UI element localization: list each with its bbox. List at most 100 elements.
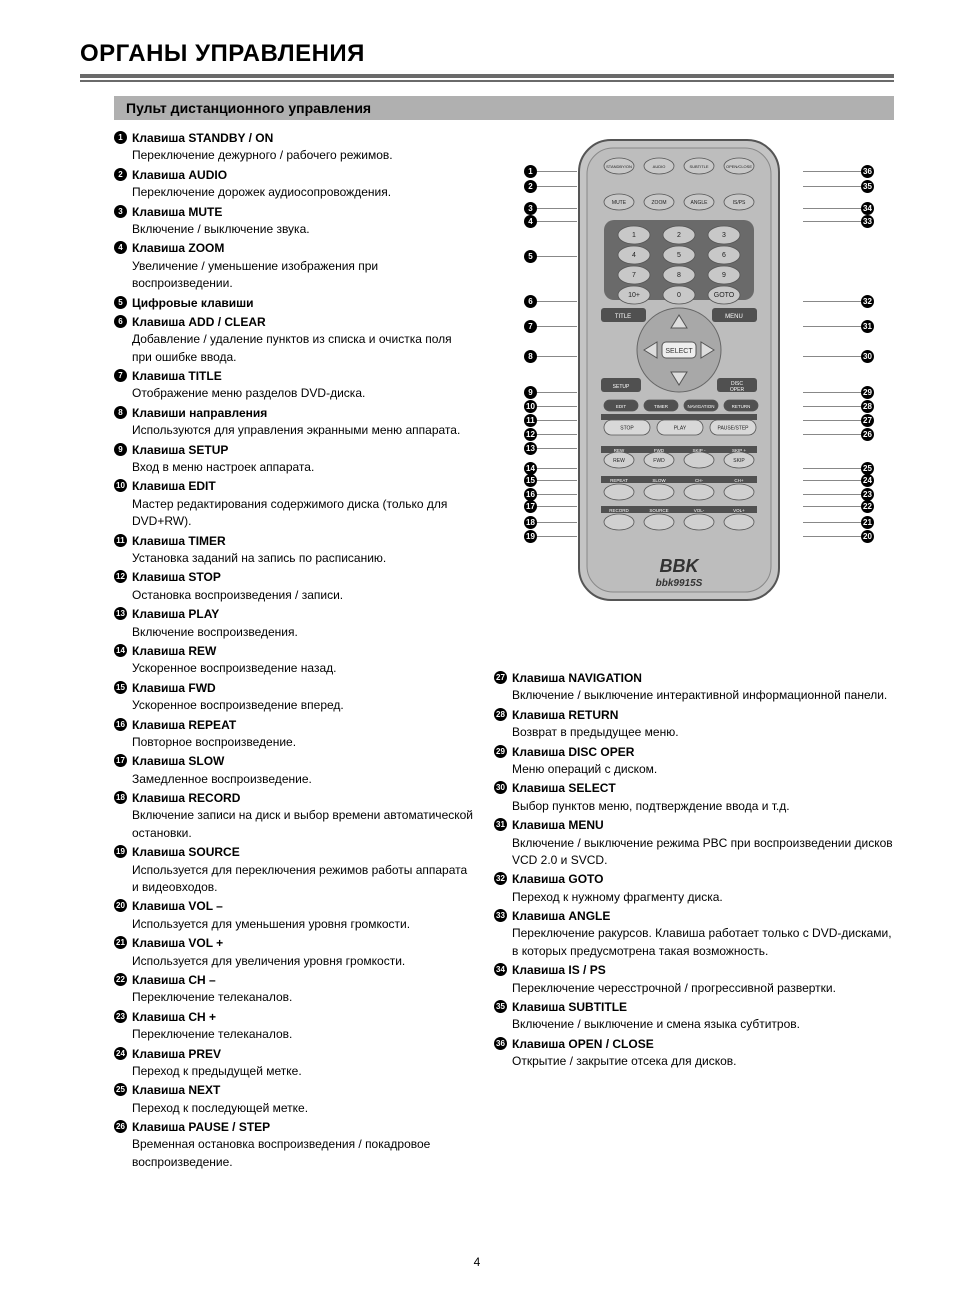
svg-text:2: 2 — [677, 232, 681, 239]
svg-text:FWD: FWD — [654, 448, 665, 453]
svg-text:STANDBY/ON: STANDBY/ON — [606, 164, 632, 169]
list-item: 4Клавиша ZOOMУвеличение / уменьшение изо… — [114, 240, 474, 292]
list-item: 28Клавиша RETURNВозврат в предыдущее мен… — [494, 707, 894, 742]
page-title: ОРГАНЫ УПРАВЛЕНИЯ — [80, 40, 894, 68]
list-item: 21Клавиша VOL +Используется для увеличен… — [114, 935, 474, 970]
bullet-icon: 1 — [114, 131, 127, 144]
list-item: 29Клавиша DISC OPERМеню операций с диско… — [494, 744, 894, 779]
callout-line — [537, 221, 577, 222]
list-item: 11Клавиша TIMERУстановка заданий на запи… — [114, 533, 474, 568]
item-desc: Включение / выключение режима PBC при во… — [512, 835, 894, 870]
item-title: Клавиша CH + — [132, 1010, 216, 1024]
svg-text:EDIT: EDIT — [616, 404, 627, 409]
item-title: Клавиша REPEAT — [132, 718, 236, 732]
item-desc: Переход к предыдущей метке. — [132, 1063, 474, 1080]
svg-text:RECORD: RECORD — [609, 508, 629, 513]
callout-bullet: 29 — [861, 386, 874, 399]
item-desc: Используется для переключения режимов ра… — [132, 862, 474, 897]
svg-text:9: 9 — [722, 272, 726, 279]
svg-text:7: 7 — [632, 272, 636, 279]
list-item: 23Клавиша CH +Переключение телеканалов. — [114, 1009, 474, 1044]
list-item: 8Клавиши направленияИспользуются для упр… — [114, 405, 474, 440]
callout-line — [537, 468, 577, 469]
item-desc: Временная остановка воспроизведения / по… — [132, 1136, 474, 1171]
item-title: Клавиша SELECT — [512, 781, 616, 795]
callout-line — [803, 494, 861, 495]
bullet-icon: 25 — [114, 1083, 127, 1096]
list-item: 22Клавиша CH –Переключение телеканалов. — [114, 972, 474, 1007]
svg-text:3: 3 — [722, 232, 726, 239]
item-title: Клавиша MUTE — [132, 205, 222, 219]
callout-line — [803, 406, 861, 407]
callout-line — [537, 494, 577, 495]
callout-line — [537, 326, 577, 327]
callout-line — [803, 480, 861, 481]
list-item: 17Клавиша SLOWЗамедленное воспроизведени… — [114, 753, 474, 788]
callout-bullet: 24 — [861, 474, 874, 487]
list-item: 15Клавиша FWDУскоренное воспроизведение … — [114, 680, 474, 715]
bullet-icon: 2 — [114, 168, 127, 181]
item-title: Клавиша RECORD — [132, 791, 240, 805]
item-desc: Меню операций с диском. — [512, 761, 894, 778]
page-number: 4 — [0, 1255, 954, 1269]
callout-line — [803, 536, 861, 537]
list-item: 36Клавиша OPEN / CLOSEОткрытие / закрыти… — [494, 1036, 894, 1071]
callout-bullet: 26 — [861, 428, 874, 441]
svg-text:STOP: STOP — [620, 426, 634, 432]
list-item: 27Клавиша NAVIGATIONВключение / выключен… — [494, 670, 894, 705]
callout-line — [537, 301, 577, 302]
item-title: Клавиша ADD / CLEAR — [132, 315, 266, 329]
item-desc: Включение записи на диск и выбор времени… — [132, 807, 474, 842]
item-desc: Вход в меню настроек аппарата. — [132, 459, 474, 476]
svg-text:MENU: MENU — [725, 314, 743, 320]
callout-bullet: 31 — [861, 320, 874, 333]
callout-bullet: 17 — [524, 500, 537, 513]
callout-bullet: 20 — [861, 530, 874, 543]
item-desc: Переход к нужному фрагменту диска. — [512, 889, 894, 906]
bullet-icon: 31 — [494, 818, 507, 831]
item-desc: Переключение телеканалов. — [132, 1026, 474, 1043]
item-desc: Остановка воспроизведения / записи. — [132, 587, 474, 604]
callout-bullet: 22 — [861, 500, 874, 513]
bullet-icon: 8 — [114, 406, 127, 419]
item-desc: Переключение телеканалов. — [132, 989, 474, 1006]
callout-line — [803, 326, 861, 327]
svg-text:0: 0 — [677, 292, 681, 299]
item-desc: Переключение ракурсов. Клавиша работает … — [512, 925, 894, 960]
callout-bullet: 35 — [861, 180, 874, 193]
item-title: Клавиша OPEN / CLOSE — [512, 1037, 654, 1051]
callout-bullet: 8 — [524, 350, 537, 363]
item-desc: Ускоренное воспроизведение вперед. — [132, 697, 474, 714]
item-desc: Переключение дежурного / рабочего режимо… — [132, 147, 474, 164]
svg-text:8: 8 — [677, 272, 681, 279]
svg-text:FWD: FWD — [653, 458, 665, 464]
right-list: 27Клавиша NAVIGATIONВключение / выключен… — [494, 670, 894, 1071]
item-desc: Включение / выключение интерактивной инф… — [512, 687, 894, 704]
callout-bullet: 18 — [524, 516, 537, 529]
list-item: 9Клавиша SETUPВход в меню настроек аппар… — [114, 442, 474, 477]
item-title: Клавиша TIMER — [132, 534, 226, 548]
item-title: Клавиша CH – — [132, 973, 216, 987]
callout-bullet: 15 — [524, 474, 537, 487]
svg-text:SOURCE: SOURCE — [649, 508, 668, 513]
callout-bullet: 21 — [861, 516, 874, 529]
callout-line — [537, 171, 577, 172]
item-title: Клавиша ZOOM — [132, 241, 224, 255]
list-item: 19Клавиша SOURCEИспользуется для переклю… — [114, 844, 474, 896]
item-title: Клавиша SETUP — [132, 443, 228, 457]
svg-text:SELECT: SELECT — [665, 348, 693, 355]
callout-bullet: 1 — [524, 165, 537, 178]
bullet-icon: 17 — [114, 754, 127, 767]
item-desc: Мастер редактирования содержимого диска … — [132, 496, 474, 531]
list-item: 24Клавиша PREVПереход к предыдущей метке… — [114, 1046, 474, 1081]
item-desc: Ускоренное воспроизведение назад. — [132, 660, 474, 677]
item-desc: Выбор пунктов меню, подтверждение ввода … — [512, 798, 894, 815]
svg-text:AUDIO: AUDIO — [653, 164, 666, 169]
callout-line — [537, 506, 577, 507]
item-title: Клавиша MENU — [512, 818, 604, 832]
callout-bullet: 3 — [524, 202, 537, 215]
item-title: Клавиша PLAY — [132, 607, 219, 621]
svg-text:SKIP: SKIP — [733, 458, 745, 464]
item-desc: Переключение дорожек аудиосопровождения. — [132, 184, 474, 201]
item-desc: Открытие / закрытие отсека для дисков. — [512, 1053, 894, 1070]
